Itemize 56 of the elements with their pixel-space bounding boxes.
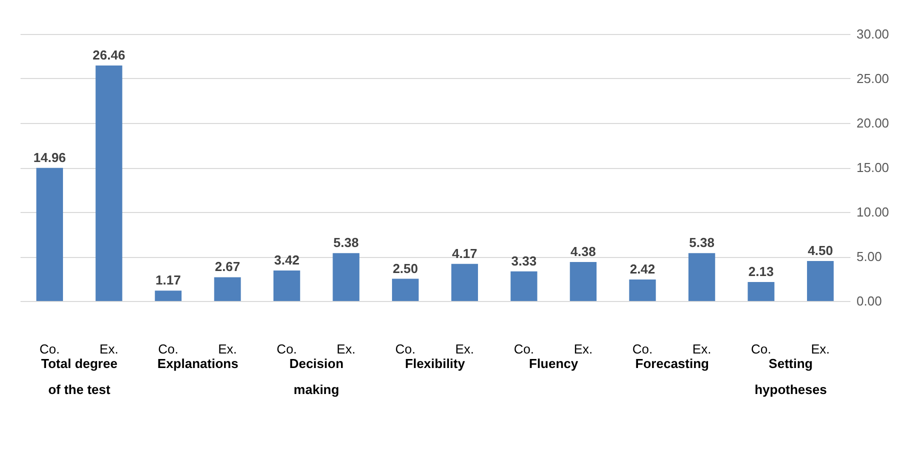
text: Setting hypotheses bbox=[754, 356, 827, 397]
bar bbox=[688, 253, 716, 301]
bar bbox=[748, 282, 774, 301]
data-label: 1.17 bbox=[156, 272, 181, 288]
bar bbox=[273, 270, 300, 301]
x-tick-label: Co. bbox=[395, 342, 416, 356]
x-tick-label: Ex. bbox=[810, 342, 830, 356]
x-tick-label: Co. bbox=[276, 342, 297, 356]
x-tick-label: Co. bbox=[158, 342, 178, 356]
data-label: 4.17 bbox=[452, 246, 478, 261]
y-tick-label: 10.00 bbox=[856, 204, 890, 220]
data-label: 2.50 bbox=[392, 260, 418, 276]
bar bbox=[154, 290, 182, 301]
text: Decision making bbox=[289, 356, 344, 397]
y-tick-label: 25.00 bbox=[856, 71, 890, 86]
x-tick-label: Ex. bbox=[692, 342, 712, 356]
bar bbox=[96, 66, 122, 301]
x-tick-label: Ex. bbox=[574, 342, 593, 356]
bar bbox=[510, 271, 538, 301]
data-label: 2.42 bbox=[630, 261, 656, 276]
x-tick-label: Ex. bbox=[100, 342, 118, 356]
bar bbox=[570, 262, 597, 301]
bar bbox=[36, 168, 63, 301]
data-label: 26.46 bbox=[92, 48, 126, 63]
data-label: 5.38 bbox=[689, 235, 714, 250]
y-tick-label: 15.00 bbox=[856, 160, 890, 175]
data-label: 3.33 bbox=[511, 253, 537, 268]
data-label: 2.13 bbox=[748, 264, 774, 280]
x-tick-label: Co. bbox=[40, 342, 60, 356]
x-tick-label: Co. bbox=[632, 342, 653, 356]
bar bbox=[451, 264, 478, 301]
x-tick-label: Ex. bbox=[218, 342, 237, 356]
y-tick-label: 20.00 bbox=[856, 116, 890, 130]
text: Forecasting bbox=[635, 356, 710, 371]
y-tick-label: 30.00 bbox=[856, 26, 890, 42]
bar bbox=[214, 277, 241, 301]
bar bbox=[332, 253, 360, 301]
data-label: 14.96 bbox=[33, 150, 66, 165]
bar bbox=[392, 278, 419, 301]
text: Flexibility bbox=[405, 356, 466, 371]
data-label: 3.42 bbox=[274, 252, 300, 268]
bar bbox=[807, 260, 834, 301]
y-tick-label: 0.00 bbox=[856, 294, 882, 308]
x-tick-label: Ex. bbox=[336, 342, 356, 356]
x-tick-label: Co. bbox=[514, 342, 534, 356]
x-tick-label: Co. bbox=[750, 342, 772, 356]
data-label: 4.38 bbox=[570, 244, 596, 260]
data-label: 5.38 bbox=[333, 235, 359, 250]
data-label: 2.67 bbox=[214, 259, 240, 274]
text: Fluency bbox=[529, 356, 579, 371]
data-label: 4.50 bbox=[808, 242, 834, 258]
bar bbox=[629, 279, 656, 301]
y-tick-label: 5.00 bbox=[856, 249, 882, 264]
text: Explanations bbox=[157, 356, 238, 371]
text: Total degree of the test bbox=[41, 356, 118, 397]
x-tick-label: Ex. bbox=[455, 342, 474, 356]
